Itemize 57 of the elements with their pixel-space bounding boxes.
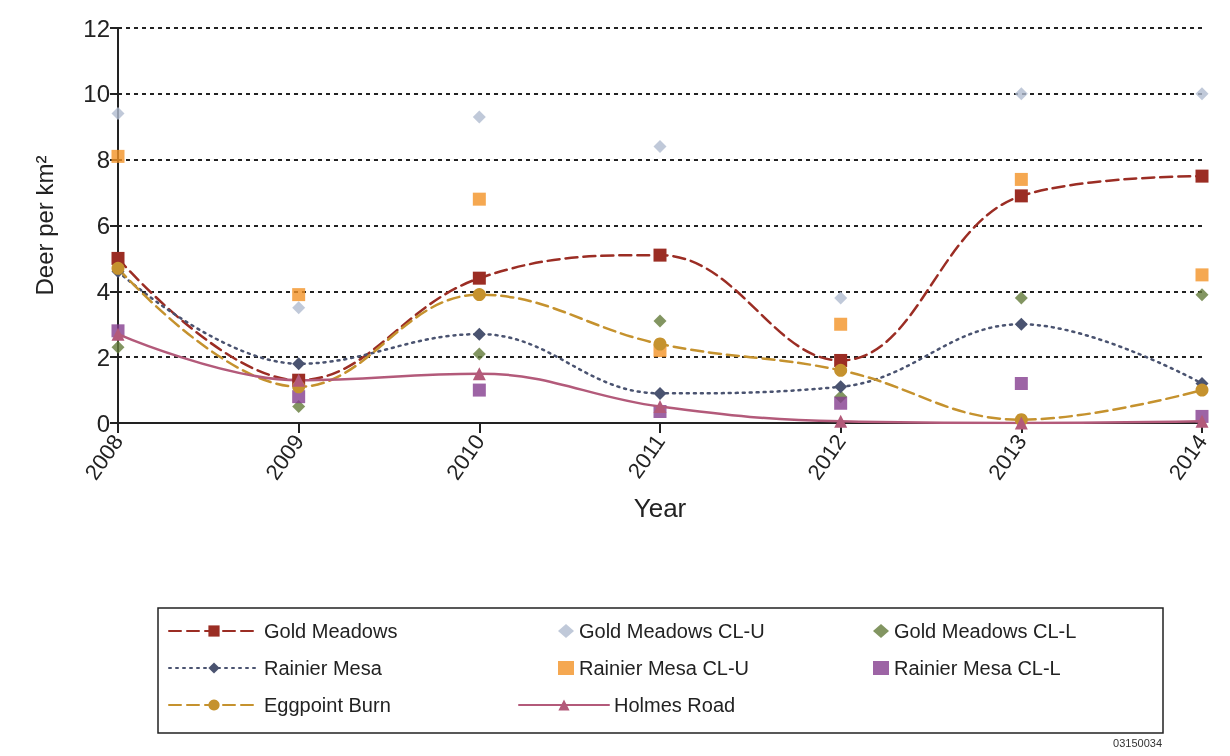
point — [111, 340, 125, 354]
point — [472, 383, 486, 397]
point — [472, 327, 486, 341]
point — [1195, 288, 1209, 302]
point — [1014, 317, 1028, 331]
point — [653, 140, 667, 153]
legend-label: Rainier Mesa CL-L — [894, 657, 1061, 679]
point — [111, 107, 125, 121]
point — [834, 414, 848, 428]
legend-label: Gold Meadows CL-L — [894, 620, 1077, 642]
point — [834, 363, 848, 377]
point — [834, 291, 848, 305]
y-tick-label: 6 — [96, 212, 110, 239]
y-tick-label: 2 — [96, 343, 110, 371]
legend-label: Rainier Mesa — [264, 657, 383, 679]
legend-label: Eggpoint Burn — [264, 694, 391, 716]
point — [653, 248, 667, 262]
point — [1014, 291, 1028, 305]
point — [472, 347, 486, 361]
legend-label: Gold Meadows — [264, 620, 398, 642]
y-tick-label: 0 — [96, 409, 110, 437]
point — [292, 357, 306, 371]
point — [472, 192, 486, 206]
x-axis-title: Year — [633, 493, 687, 523]
point — [111, 261, 125, 275]
text: 03150034 — [1113, 736, 1163, 749]
legend-label: Holmes Road — [614, 694, 736, 716]
point — [1014, 87, 1028, 101]
point — [1195, 87, 1209, 101]
point — [472, 367, 486, 381]
point — [834, 317, 848, 331]
y-tick-label: 12 — [83, 14, 110, 42]
point — [292, 288, 306, 302]
point — [653, 386, 667, 400]
point — [111, 149, 125, 163]
legend-label: Rainier Mesa CL-U — [579, 657, 750, 679]
point — [1014, 172, 1028, 186]
y-tick-label: 8 — [96, 146, 110, 174]
point — [653, 337, 667, 351]
point — [1014, 377, 1028, 390]
point — [653, 400, 667, 414]
point — [1195, 383, 1209, 397]
point — [834, 396, 848, 410]
point — [292, 301, 306, 315]
y-tick-label: 4 — [96, 277, 110, 305]
y-tick-label: 10 — [83, 80, 110, 108]
point — [653, 314, 667, 328]
legend-label: Gold Meadows CL-U — [579, 620, 765, 642]
point — [1014, 189, 1028, 203]
point — [472, 110, 486, 124]
point — [1195, 169, 1209, 183]
y-axis-title: Deer per km² — [30, 155, 58, 296]
point — [1195, 414, 1209, 428]
point — [472, 288, 486, 302]
point — [834, 380, 848, 394]
point — [1195, 268, 1209, 282]
point — [472, 271, 486, 285]
